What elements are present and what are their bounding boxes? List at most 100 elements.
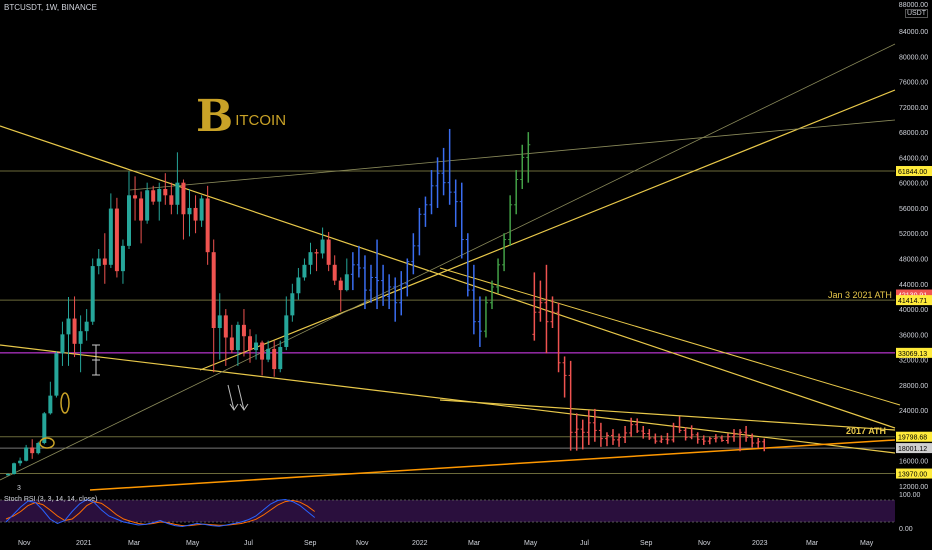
- highlight-circle: [39, 437, 55, 449]
- time-axis-tick: Sep: [640, 540, 653, 547]
- candle: [151, 190, 156, 202]
- bitcoin-logo: B ITCOIN: [196, 95, 286, 139]
- price-axis-tick: 52000.00: [899, 231, 928, 238]
- candle: [187, 207, 192, 215]
- candle-marker-label: 3: [17, 485, 21, 492]
- price-axis-tick: 24000.00: [899, 408, 928, 415]
- candle: [175, 182, 180, 205]
- candle: [145, 190, 150, 221]
- candle: [60, 334, 65, 354]
- time-axis-tick: May: [860, 540, 874, 547]
- price-label-text: 19798.68: [898, 435, 927, 442]
- chart-title: BTCUSDT, 1W, BINANCE: [4, 3, 97, 12]
- price-axis-tick: 60000.00: [899, 181, 928, 188]
- candle: [102, 258, 107, 265]
- price-axis-tick: 16000.00: [899, 459, 928, 466]
- time-axis-tick: Mar: [806, 540, 819, 547]
- candle: [181, 182, 186, 215]
- candle: [211, 252, 216, 329]
- time-axis-tick: Mar: [468, 540, 481, 547]
- candle: [235, 324, 240, 351]
- candle: [193, 207, 198, 221]
- candle: [266, 348, 271, 360]
- candle: [72, 318, 77, 344]
- candle: [84, 321, 89, 332]
- candle: [278, 346, 283, 370]
- candle: [290, 293, 295, 316]
- candle: [12, 463, 17, 474]
- candle: [157, 188, 162, 202]
- price-label-text: 41414.71: [898, 298, 927, 305]
- price-label-text: 61844.00: [898, 169, 927, 176]
- rsi-band: [0, 500, 895, 522]
- highlight-circle: [60, 392, 70, 414]
- candle: [272, 348, 277, 370]
- candle: [248, 336, 252, 351]
- trend-line: [0, 43, 896, 481]
- candle: [139, 198, 144, 221]
- trend-line: [199, 89, 896, 371]
- candle: [223, 315, 228, 338]
- candle: [114, 208, 119, 272]
- candle: [127, 195, 131, 246]
- candle: [78, 331, 83, 344]
- price-axis-tick: 64000.00: [899, 155, 928, 162]
- jan-ath-label: Jan 3 2021 ATH: [828, 290, 892, 300]
- trend-line: [129, 119, 896, 191]
- candle: [320, 239, 325, 254]
- candle: [48, 395, 53, 414]
- price-axis-tick: 80000.00: [899, 54, 928, 61]
- price-axis-tick: 76000.00: [899, 80, 928, 87]
- quote-currency[interactable]: USDT: [904, 9, 928, 18]
- price-scale-top: 88000.00: [898, 2, 928, 9]
- time-axis-tick: May: [524, 540, 538, 547]
- candle: [296, 277, 301, 294]
- trend-line: [0, 125, 896, 429]
- time-axis-tick: Jul: [244, 540, 253, 547]
- logo-text: ITCOIN: [235, 111, 287, 129]
- price-label-text: 33069.13: [898, 351, 927, 358]
- candle: [6, 473, 10, 476]
- candle: [133, 195, 138, 199]
- candle: [284, 315, 289, 347]
- candle: [314, 252, 319, 254]
- rsi-d-line: [5, 499, 315, 527]
- price-axis-tick: 48000.00: [899, 257, 928, 264]
- candle: [90, 266, 95, 322]
- rsi-axis-tick: 100.00: [899, 492, 921, 499]
- candle: [163, 188, 168, 196]
- candle: [36, 443, 41, 454]
- trend-line: [439, 399, 896, 431]
- price-axis-tick: 28000.00: [899, 383, 928, 390]
- rsi-axis-tick: 0.00: [899, 526, 913, 533]
- trend-line: [89, 439, 896, 491]
- time-axis-tick: 2023: [752, 540, 768, 547]
- candle: [205, 198, 210, 253]
- candle: [120, 245, 125, 272]
- candle: [199, 198, 204, 221]
- stoch-rsi-label: Stoch RSI (3, 3, 14, 14, close): [4, 496, 98, 503]
- marker-icon: [92, 344, 100, 376]
- time-axis-tick: 2022: [412, 540, 428, 547]
- candle: [54, 353, 59, 396]
- time-axis-tick: Nov: [18, 540, 31, 547]
- time-axis-tick: Nov: [698, 540, 711, 547]
- price-axis-tick: 40000.00: [899, 307, 928, 314]
- price-axis-tick: 56000.00: [899, 206, 928, 213]
- price-label-tag: [896, 347, 932, 358]
- price-axis-tick: 36000.00: [899, 332, 928, 339]
- trend-line: [439, 267, 901, 406]
- price-label-tag: [896, 468, 932, 479]
- candle: [30, 447, 35, 454]
- candle: [169, 195, 174, 205]
- candle: [96, 258, 101, 267]
- price-axis-tick: 32000.00: [899, 358, 928, 365]
- candle: [24, 447, 29, 461]
- price-label-text: 18001.12: [898, 446, 927, 453]
- candle: [344, 274, 349, 291]
- price-axis-tick: 72000.00: [899, 105, 928, 112]
- price-axis-tick: 68000.00: [899, 130, 928, 137]
- bitcoin-symbol-icon: B: [196, 91, 234, 142]
